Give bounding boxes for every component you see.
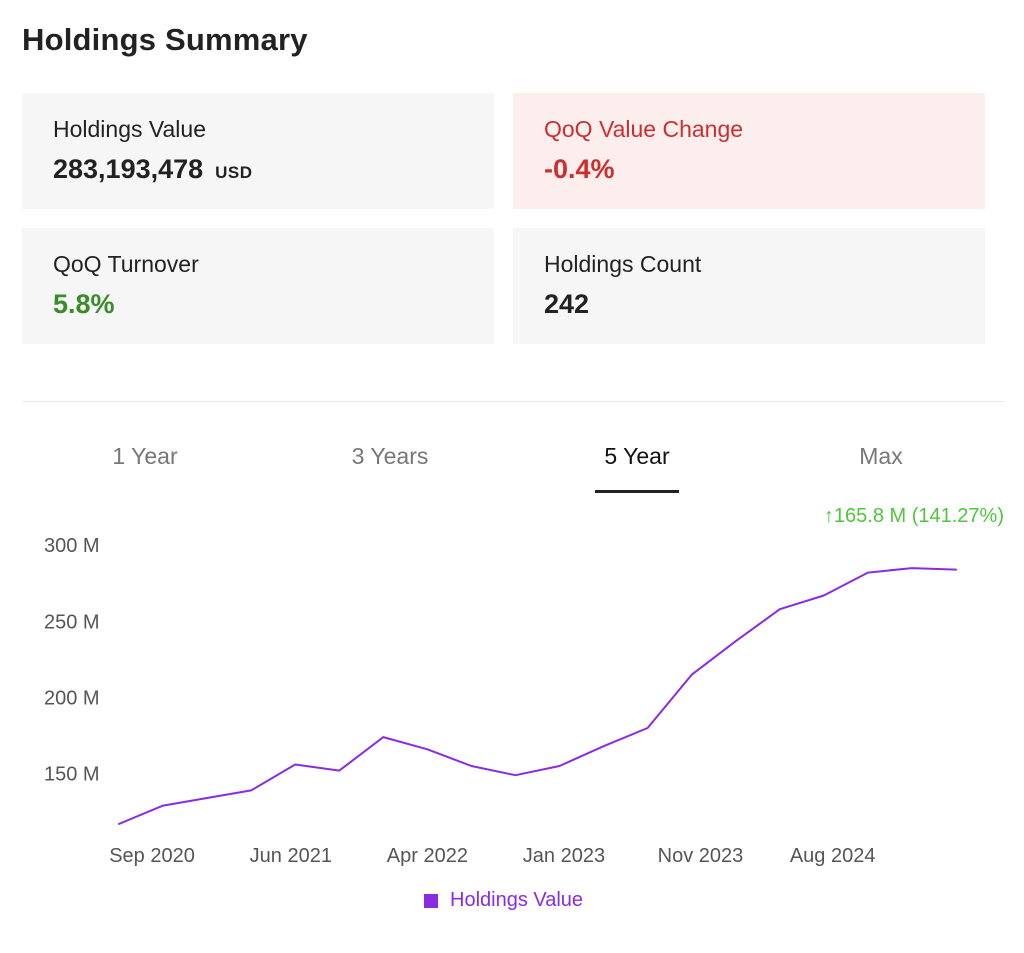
active-tab-indicator	[595, 490, 679, 493]
x-tick-label: Jan 2023	[523, 845, 605, 867]
y-tick-label: 250 M	[44, 611, 100, 633]
tab-5-year[interactable]: 5 Year	[604, 443, 670, 469]
period-change-indicator: ↑165.8 M (141.27%)	[824, 505, 1004, 528]
tab-max[interactable]: Max	[859, 443, 903, 469]
tab-1-year[interactable]: 1 Year	[112, 443, 178, 469]
legend-swatch	[424, 893, 438, 908]
page-title: Holdings Summary	[22, 22, 308, 57]
y-tick-label: 150 M	[44, 764, 100, 786]
tab-3-years[interactable]: 3 Years	[351, 443, 429, 469]
arrow-up-icon: ↑	[823, 505, 834, 527]
x-tick-label: Nov 2023	[658, 845, 744, 867]
holdings-count-card: Holdings Count 242	[513, 228, 985, 344]
holdings-value-label: Holdings Value	[53, 116, 207, 142]
qoq-value-change-label: QoQ Value Change	[544, 116, 744, 142]
x-tick-label: Aug 2024	[790, 845, 876, 867]
holdings-value-card: Holdings Value 283,193,478 USD	[22, 93, 494, 209]
qoq-value-change-card: QoQ Value Change -0.4%	[513, 93, 985, 209]
y-tick-label: 300 M	[44, 535, 100, 557]
holdings-count-label: Holdings Count	[544, 251, 702, 277]
x-tick-label: Jun 2021	[250, 845, 332, 867]
qoq-turnover-label: QoQ Turnover	[53, 251, 199, 277]
period-change-value: 165.8 M (141.27%)	[833, 505, 1004, 527]
currency-unit: USD	[215, 163, 253, 182]
qoq-turnover-amount: 5.8%	[53, 289, 115, 319]
holdings-value-line	[118, 567, 957, 825]
holdings-value-number: 283,193,478	[53, 154, 204, 184]
qoq-value-change-amount: -0.4%	[544, 154, 615, 184]
holdings-count-amount: 242	[544, 289, 590, 319]
section-divider	[22, 401, 1004, 402]
chart-legend[interactable]: Holdings Value	[424, 889, 583, 912]
holdings-value-amount: 283,193,478 USD	[53, 153, 494, 189]
legend-label: Holdings Value	[450, 889, 584, 911]
x-tick-label: Apr 2022	[387, 845, 468, 867]
x-tick-label: Sep 2020	[109, 845, 195, 867]
y-tick-label: 200 M	[44, 688, 100, 710]
holdings-value-chart: 150 M 200 M 250 M 300 M Sep 2020 Jun 2021 Apr …	[44, 535, 957, 867]
qoq-turnover-card: QoQ Turnover 5.8%	[22, 228, 494, 344]
